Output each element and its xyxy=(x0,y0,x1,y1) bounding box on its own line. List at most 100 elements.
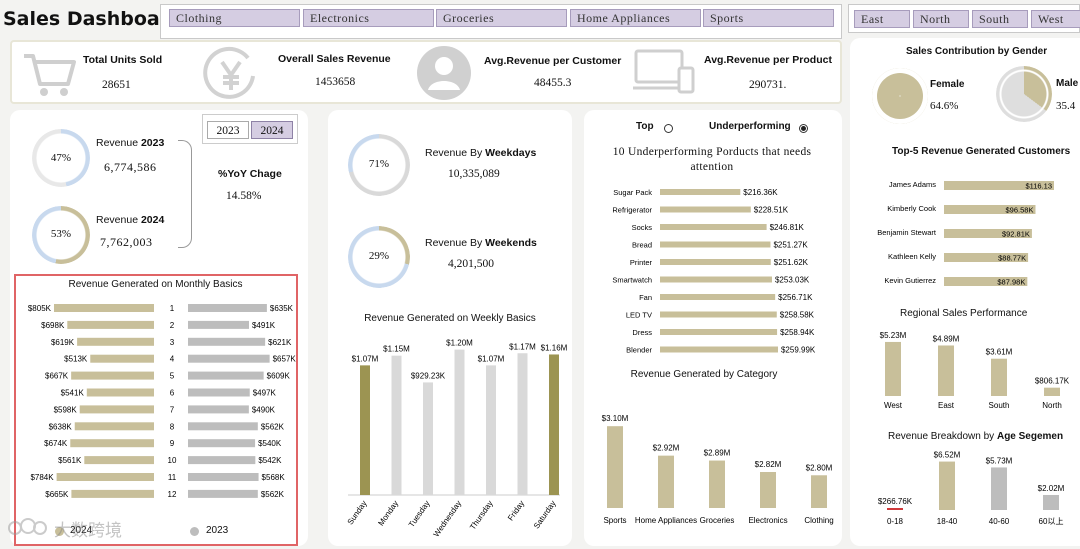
tab-north[interactable]: North xyxy=(913,10,969,28)
monthly-tick: 3 xyxy=(170,338,175,347)
product-bar xyxy=(660,206,751,213)
weekly-bar-label: $1.15M xyxy=(383,345,410,354)
customer-value: $88.77K xyxy=(998,254,1026,263)
customer-value: $87.98K xyxy=(997,278,1025,287)
monthly-label-2024: $667K xyxy=(45,372,69,381)
product-value: $256.71K xyxy=(778,293,813,302)
weekends-value: 4,201,500 xyxy=(448,258,494,270)
toggle-under-radio[interactable] xyxy=(799,124,808,133)
yoy-label: %YoY Chage xyxy=(218,168,282,180)
monthly-bar-2023 xyxy=(188,439,256,448)
monthly-tick: 1 xyxy=(170,304,175,313)
weekly-bar xyxy=(549,354,559,495)
weekly-tick: Wednesday xyxy=(432,499,464,539)
product-name: Socks xyxy=(632,223,653,232)
weekly-tick: Tuesday xyxy=(407,499,432,529)
age-tick: 60以上 xyxy=(1039,517,1064,526)
category-tick: Groceries xyxy=(700,516,735,525)
product-name: Blender xyxy=(626,346,652,355)
customer-value: $92.81K xyxy=(1002,230,1030,239)
tab-groceries[interactable]: Groceries xyxy=(436,9,567,27)
category-tick: Sports xyxy=(603,516,626,525)
monthly-label-2023: $568K xyxy=(262,473,286,482)
tab-west[interactable]: West xyxy=(1031,10,1080,28)
regional-bar xyxy=(885,341,901,396)
regional-bar-label: $806.17K xyxy=(1035,377,1070,386)
tab-east[interactable]: East xyxy=(854,10,910,28)
monthly-bar-2024 xyxy=(86,388,154,397)
monthly-bar-2024 xyxy=(70,439,154,448)
weekly-tick: Saturday xyxy=(532,499,558,530)
year-slicer: 2023 2024 xyxy=(202,114,298,144)
tab-clothing[interactable]: Clothing xyxy=(169,9,300,27)
monthly-tick: 5 xyxy=(170,372,175,381)
age-bar-label: $6.52M xyxy=(934,451,961,460)
monthly-bar-2024 xyxy=(74,422,154,431)
category-tick: Electronics xyxy=(748,516,787,525)
customer-bar xyxy=(944,277,1028,286)
regional-tick: East xyxy=(938,401,955,410)
weekends-label: Revenue By Weekends xyxy=(425,237,537,249)
toggle-top-radio[interactable] xyxy=(664,124,673,133)
age-bar xyxy=(1043,494,1059,510)
customer-name: James Adams xyxy=(889,180,936,189)
weekly-tick: Thursday xyxy=(468,499,495,531)
weekly-tick: Friday xyxy=(506,499,526,522)
monthly-label-2023: $657K xyxy=(273,355,296,364)
monthly-label-2024: $665K xyxy=(45,490,69,499)
monthly-tick: 7 xyxy=(170,405,175,414)
monthly-tick: 2 xyxy=(170,321,175,330)
weekly-tick: Sunday xyxy=(346,499,369,526)
monthly-label-2024: $805K xyxy=(28,304,52,313)
category-bar xyxy=(760,472,776,508)
monthly-bar-2023 xyxy=(188,388,250,397)
age-title: Revenue Breakdown by Age Segemen xyxy=(888,431,1064,442)
product-name: Printer xyxy=(630,258,653,267)
toggle-top-label: Top xyxy=(636,121,654,132)
age-chart: $266.76K 0-18 $6.52M 18-40 $5.73M 40-60 $2.02M… xyxy=(878,451,1065,526)
monthly-label-2024: $674K xyxy=(44,439,68,448)
product-value: $253.03K xyxy=(775,276,810,285)
weekly-bar-label: $1.07M xyxy=(352,354,379,363)
legend-2023-swatch xyxy=(190,527,199,536)
legend-2024-label: 2024 xyxy=(70,525,93,536)
weekly-bar-label: $1.07M xyxy=(478,354,505,363)
donut-male xyxy=(996,66,1052,122)
regional-tick: North xyxy=(1042,401,1062,410)
monthly-bar-2024 xyxy=(67,320,154,329)
tab-sports[interactable]: Sports xyxy=(703,9,834,27)
weekly-bar xyxy=(517,353,528,495)
monthly-label-2024: $598K xyxy=(54,405,78,414)
tab-electronics[interactable]: Electronics xyxy=(303,9,434,27)
regional-bar-label: $3.61M xyxy=(986,348,1013,357)
customer-name: Kimberly Cook xyxy=(887,204,936,213)
product-bar xyxy=(660,224,767,230)
gender-title: Sales Contribution by Gender xyxy=(906,46,1048,57)
category-bar-label: $2.82M xyxy=(755,460,782,469)
tab-home-appliances[interactable]: Home Appliances xyxy=(570,9,701,27)
user-icon xyxy=(416,45,472,106)
revenue-2024-value: 7,762,003 xyxy=(100,235,153,249)
age-tick: 18-40 xyxy=(937,517,958,526)
monthly-bar-2024 xyxy=(79,405,154,414)
weekly-chart-title: Revenue Generated on Weekly Basics xyxy=(364,313,536,324)
kpi-avg-customer-label: Avg.Revenue per Customer xyxy=(484,55,622,67)
weekly-bar xyxy=(423,382,433,495)
product-name: Refrigerator xyxy=(612,206,652,215)
customer-value: $116.13 xyxy=(1025,182,1052,191)
year-2023-button[interactable]: 2023 xyxy=(207,121,249,139)
monthly-bar-2023 xyxy=(188,422,258,431)
monthly-bar-2023 xyxy=(188,371,264,380)
category-tick: Home Appliances xyxy=(635,516,697,525)
product-bar xyxy=(660,311,777,318)
weekly-bar xyxy=(391,355,402,495)
monthly-label-2023: $491K xyxy=(252,321,276,330)
year-2024-button[interactable]: 2024 xyxy=(251,121,293,139)
customer-bar xyxy=(944,181,1054,190)
monthly-label-2023: $609K xyxy=(267,372,291,381)
tab-south[interactable]: South xyxy=(972,10,1028,28)
monthly-label-2023: $540K xyxy=(258,439,282,448)
product-name: Sugar Pack xyxy=(613,188,652,197)
product-name: LED TV xyxy=(626,311,652,320)
weekly-bar xyxy=(360,365,370,495)
